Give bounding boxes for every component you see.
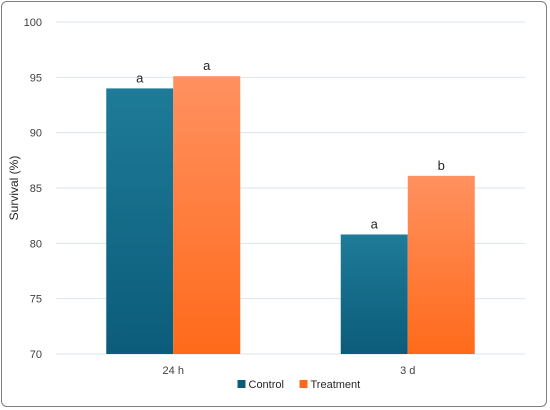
y-tick-label: 90 [30, 128, 42, 140]
y-tick-label: 70 [30, 349, 42, 361]
bar-data-label: a [203, 58, 211, 73]
y-tick-label: 100 [24, 17, 42, 29]
y-tick-label: 75 [30, 294, 42, 306]
x-tick-label: 3 d [400, 365, 415, 377]
bar-control-1 [340, 234, 408, 354]
data-labels: a a a b [136, 58, 445, 231]
y-axis-tick-labels: 70 75 80 85 90 95 100 [24, 17, 42, 361]
bar-data-label: a [371, 216, 379, 231]
legend: Control Treatment [237, 379, 361, 391]
bar-data-label: a [136, 70, 144, 85]
bar-data-label: b [438, 158, 445, 173]
legend-swatch-control [237, 380, 246, 388]
bar-treatment-1 [407, 175, 475, 354]
bar-treatment-0 [173, 76, 241, 354]
y-tick-label: 85 [30, 183, 42, 195]
legend-swatch-treatment [299, 380, 308, 388]
bar-control-0 [106, 88, 174, 355]
x-tick-label: 24 h [163, 365, 184, 377]
x-axis-tick-labels: 24 h 3 d [163, 365, 416, 377]
legend-label-control: Control [249, 379, 284, 391]
bars [106, 76, 475, 355]
y-tick-label: 95 [30, 72, 42, 84]
legend-label-treatment: Treatment [311, 379, 361, 391]
y-axis-title: Survival (%) [7, 156, 21, 221]
y-tick-label: 80 [30, 238, 42, 250]
